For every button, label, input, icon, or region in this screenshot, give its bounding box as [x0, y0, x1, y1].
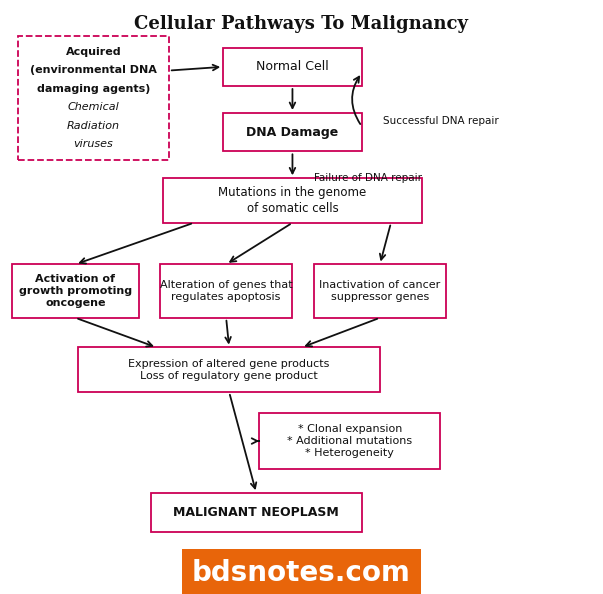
FancyBboxPatch shape [78, 347, 380, 392]
FancyBboxPatch shape [223, 48, 362, 86]
FancyBboxPatch shape [18, 36, 169, 160]
Text: Successful DNA repair: Successful DNA repair [383, 116, 499, 126]
Text: Alteration of genes that
regulates apoptosis: Alteration of genes that regulates apopt… [160, 280, 292, 302]
Text: DNA Damage: DNA Damage [247, 126, 338, 138]
FancyBboxPatch shape [12, 264, 139, 318]
Text: Failure of DNA repair: Failure of DNA repair [314, 173, 421, 183]
Text: (environmental DNA: (environmental DNA [30, 65, 157, 75]
Text: Inactivation of cancer
suppressor genes: Inactivation of cancer suppressor genes [319, 280, 441, 302]
Text: * Clonal expansion
* Additional mutations
* Heterogeneity: * Clonal expansion * Additional mutation… [287, 424, 412, 459]
FancyBboxPatch shape [314, 264, 446, 318]
Text: bdsnotes.com: bdsnotes.com [192, 559, 411, 587]
Text: Normal Cell: Normal Cell [256, 61, 329, 73]
Text: Mutations in the genome
of somatic cells: Mutations in the genome of somatic cells [218, 186, 367, 215]
FancyBboxPatch shape [160, 264, 292, 318]
Text: Activation of
growth promoting
oncogene: Activation of growth promoting oncogene [19, 274, 132, 308]
Text: Cellular Pathways To Malignancy: Cellular Pathways To Malignancy [134, 15, 469, 33]
Text: MALIGNANT NEOPLASM: MALIGNANT NEOPLASM [174, 506, 339, 519]
Text: damaging agents): damaging agents) [37, 84, 150, 94]
Text: Chemical: Chemical [68, 102, 119, 112]
Text: viruses: viruses [74, 139, 113, 149]
Text: Expression of altered gene products
Loss of regulatory gene product: Expression of altered gene products Loss… [128, 359, 330, 381]
FancyArrowPatch shape [352, 77, 360, 124]
FancyBboxPatch shape [223, 113, 362, 151]
FancyBboxPatch shape [259, 413, 440, 469]
Text: Acquired: Acquired [66, 47, 121, 57]
FancyBboxPatch shape [151, 493, 362, 532]
FancyBboxPatch shape [163, 178, 422, 223]
Text: Radiation: Radiation [67, 121, 120, 131]
